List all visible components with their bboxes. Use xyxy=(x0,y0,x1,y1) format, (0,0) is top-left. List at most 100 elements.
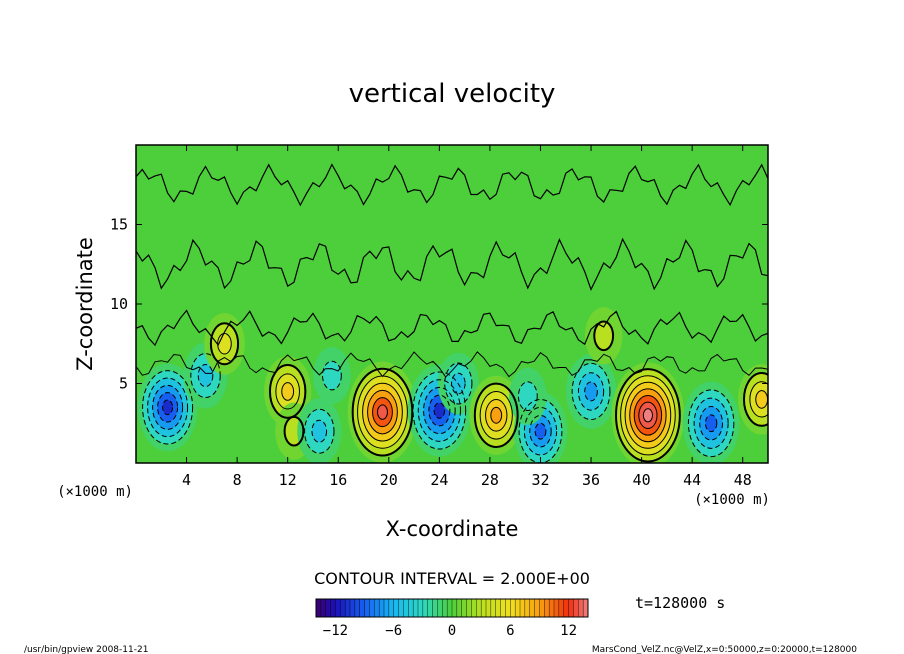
colorbar-cell xyxy=(578,598,584,618)
contour-line xyxy=(376,404,388,420)
contour-line xyxy=(577,372,605,411)
contour-line xyxy=(742,372,768,427)
x-unit-left: (×1000 m) xyxy=(57,484,133,500)
colorbar-tick-label: −12 xyxy=(323,623,348,639)
x-tick-label: 12 xyxy=(279,471,297,489)
colorbar-ticks: −12 −6 0 6 12 xyxy=(323,623,577,639)
colorbar-cell xyxy=(378,598,385,618)
contour-line xyxy=(517,381,538,412)
colorbar-cell xyxy=(539,598,545,618)
contour-line xyxy=(197,364,214,388)
colorbar-cell xyxy=(335,598,341,618)
contour-line xyxy=(704,414,718,433)
contour-line xyxy=(423,386,456,435)
colorbar-cell xyxy=(495,598,502,618)
colorbar-cell xyxy=(330,598,336,618)
colorbar-cell xyxy=(510,598,516,618)
contour-line xyxy=(412,371,467,450)
contour-line xyxy=(593,320,615,352)
contour-line xyxy=(749,381,768,418)
colorbar-cell xyxy=(369,598,375,618)
contour-line xyxy=(529,414,552,448)
colorbar-cell xyxy=(388,598,395,618)
colorbar-cell xyxy=(553,598,560,618)
colorbar-cell xyxy=(427,598,434,618)
colorbar-cell xyxy=(408,598,414,618)
colorbar-cell xyxy=(446,598,453,618)
contour-line xyxy=(162,399,174,416)
contour-line xyxy=(473,382,519,448)
colorbar-cell xyxy=(442,598,448,618)
value-blob xyxy=(705,414,717,432)
contour-lines xyxy=(136,163,768,463)
contour-line xyxy=(311,419,328,443)
colorbar-cell xyxy=(325,598,332,618)
contour-line xyxy=(428,394,451,427)
x-tick-label: 40 xyxy=(633,471,651,489)
colorbar-cell xyxy=(563,598,570,618)
contour-line xyxy=(638,401,658,429)
contour-line xyxy=(693,397,729,449)
colorbar xyxy=(315,598,589,618)
contour-line xyxy=(485,399,508,432)
colorbar-tick-label: 6 xyxy=(506,623,514,639)
contour-line xyxy=(136,237,768,291)
contour-line xyxy=(571,362,611,421)
contour-line xyxy=(372,397,393,428)
contour-line xyxy=(136,163,768,207)
contour-line xyxy=(136,309,768,347)
contour-line xyxy=(362,382,403,442)
contour-line xyxy=(209,322,240,366)
contour-line xyxy=(417,379,461,442)
colorbar-cell xyxy=(519,598,526,618)
colorbar-cell xyxy=(417,598,424,618)
colorbar-cell xyxy=(320,598,327,618)
contour-line xyxy=(190,353,221,399)
contour-line xyxy=(490,406,503,424)
contour-line xyxy=(281,382,295,401)
colorbar-cell xyxy=(364,598,370,618)
value-blob xyxy=(518,381,538,411)
value-blob xyxy=(755,390,768,409)
colorbar-cell xyxy=(505,598,511,618)
value-blob xyxy=(377,404,388,420)
chart-title: vertical velocity xyxy=(349,79,556,109)
colorbar-cell xyxy=(466,598,472,618)
colorbar-cell xyxy=(534,598,540,618)
x-tick-label: 32 xyxy=(531,471,549,489)
contour-line xyxy=(633,395,663,436)
x-tick-label: 8 xyxy=(233,471,242,489)
x-axis-label: X-coordinate xyxy=(386,517,519,541)
colorbar-cell xyxy=(437,598,443,618)
colorbar-cell xyxy=(524,598,531,618)
contour-line xyxy=(642,408,654,423)
x-tick-label: 28 xyxy=(481,471,499,489)
colorbar-tick-label: 0 xyxy=(448,623,456,639)
colorbar-cell xyxy=(573,598,579,618)
colorbar-cell xyxy=(374,598,380,618)
colorbar-cell xyxy=(349,598,356,618)
x-tick-label: 48 xyxy=(734,471,752,489)
colorbar-cell xyxy=(359,598,366,618)
colorbar-cell xyxy=(383,598,390,618)
plot-area xyxy=(135,144,769,464)
y-axis-ticks: 5 10 15 xyxy=(110,216,768,393)
contour-line xyxy=(534,422,547,440)
contour-line xyxy=(620,375,676,456)
contour-interval-label: CONTOUR INTERVAL = 2.000E+00 xyxy=(314,569,590,588)
contour-line xyxy=(268,364,307,419)
x-tick-label: 24 xyxy=(430,471,448,489)
colorbar-cell xyxy=(354,598,361,618)
colorbar-cell xyxy=(412,598,419,618)
colorbar-cell xyxy=(451,598,458,618)
contour-line xyxy=(157,392,179,423)
contour-line xyxy=(367,389,398,435)
x-unit-right: (×1000 m) xyxy=(694,492,770,508)
colorbar-cell xyxy=(344,598,351,618)
colorbar-cell xyxy=(548,598,555,618)
contour-line xyxy=(451,372,466,395)
contour-line xyxy=(136,351,768,378)
contour-line xyxy=(479,391,513,440)
value-blob xyxy=(584,382,598,401)
